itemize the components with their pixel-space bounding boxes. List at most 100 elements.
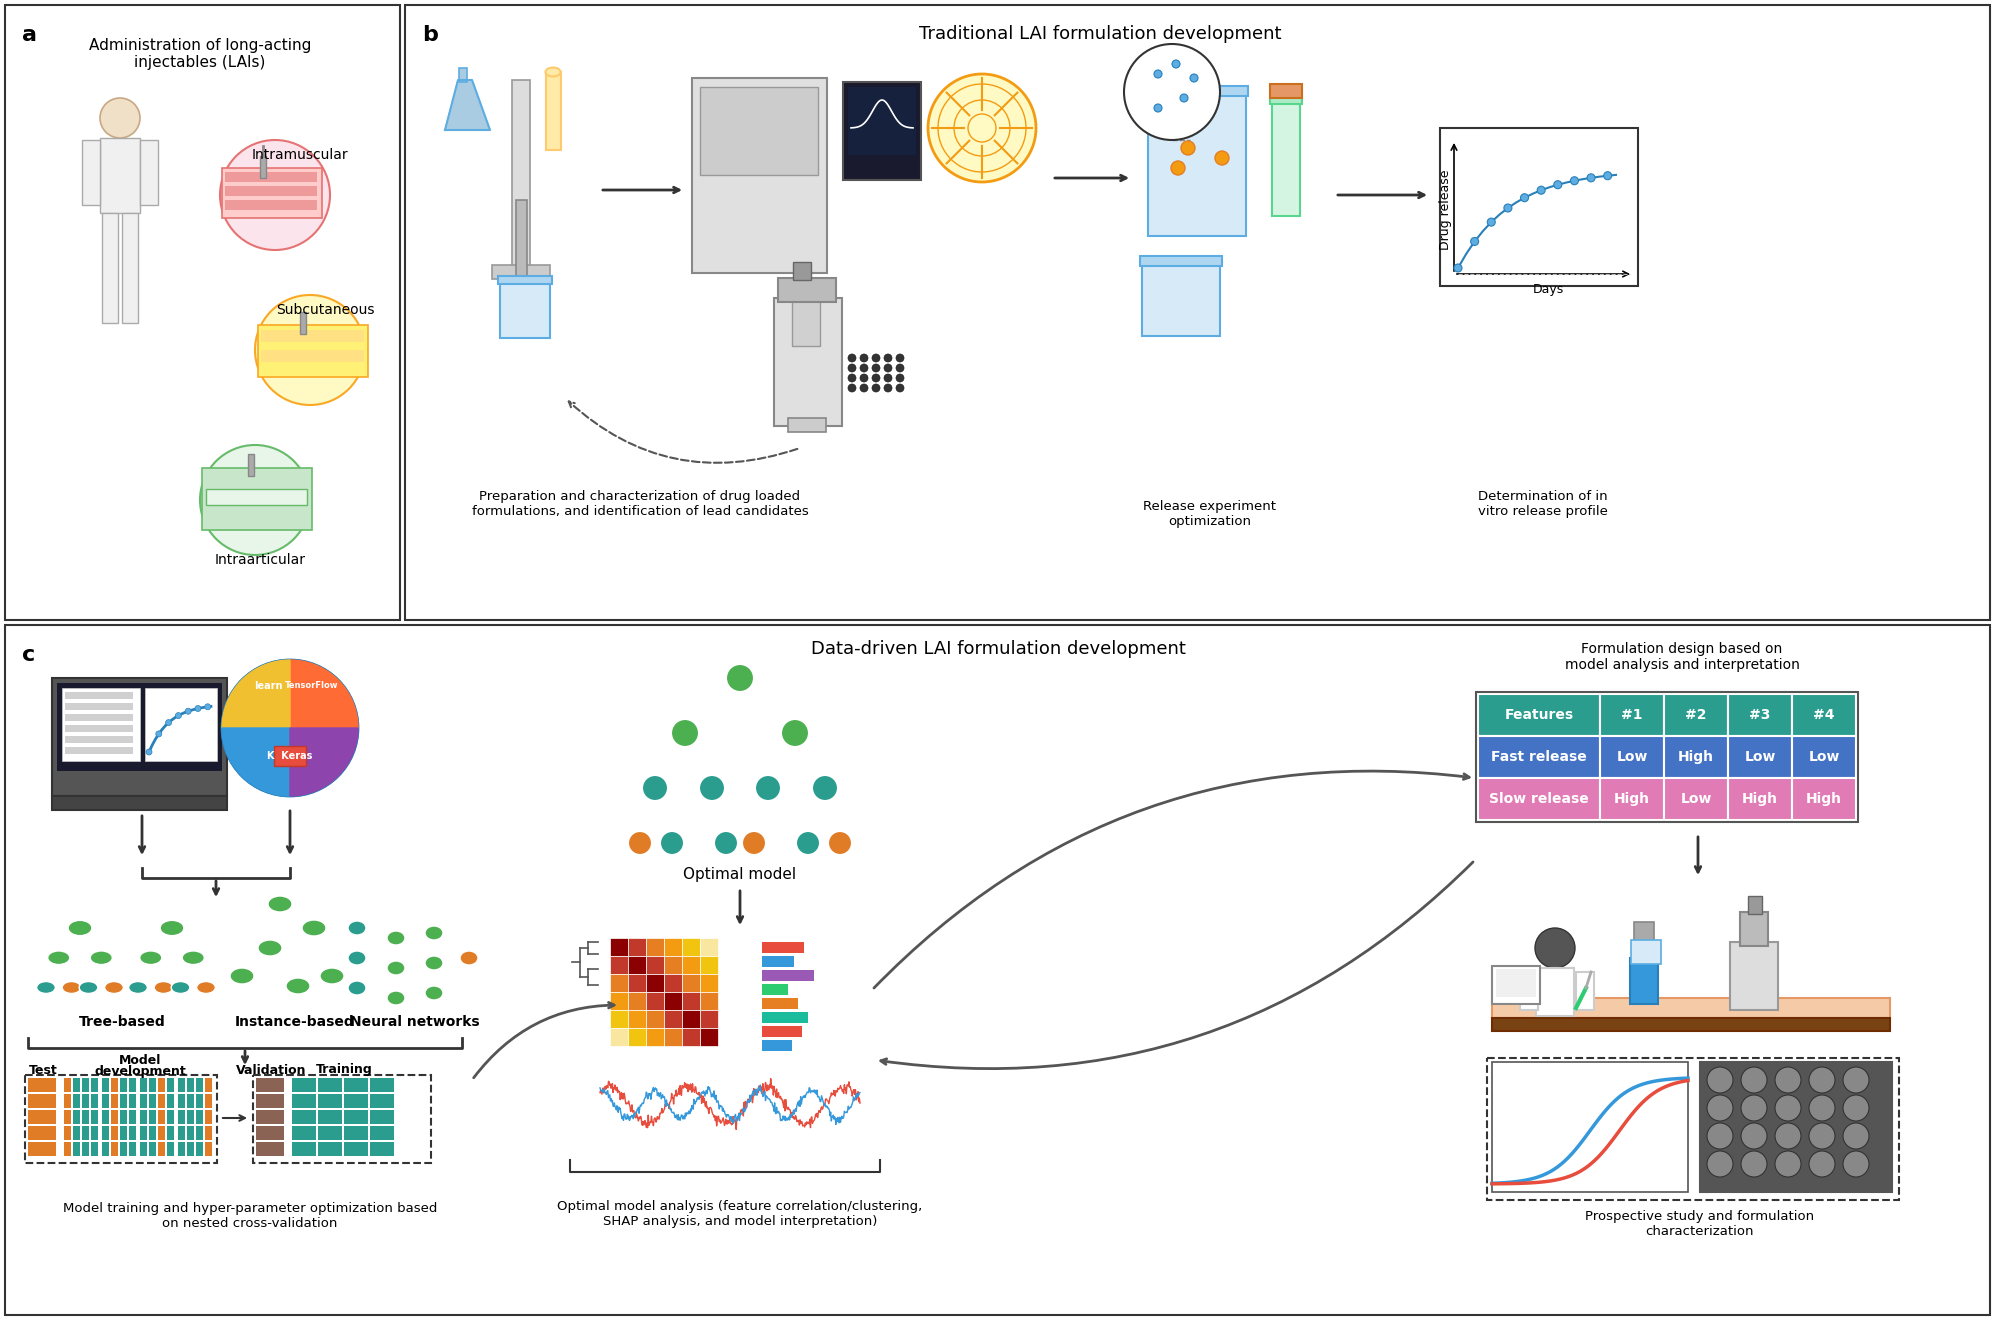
Text: K  Keras: K Keras [267, 751, 313, 762]
Circle shape [1808, 1123, 1834, 1148]
Bar [647, 939, 665, 956]
Ellipse shape [387, 961, 405, 975]
Bar [188, 1094, 194, 1107]
Bar [1140, 256, 1222, 267]
Circle shape [1842, 1067, 1868, 1093]
Polygon shape [222, 729, 289, 796]
Bar [178, 1094, 186, 1107]
Bar [762, 983, 788, 995]
Bar [158, 1094, 166, 1107]
Bar [140, 1126, 148, 1140]
Bar [1792, 737, 1856, 777]
Bar [64, 1078, 72, 1092]
Bar [317, 1110, 341, 1125]
Text: High: High [1806, 792, 1842, 807]
Bar [140, 1078, 148, 1092]
Bar [178, 1142, 186, 1156]
Bar [112, 1094, 118, 1107]
Circle shape [671, 719, 699, 747]
Bar [226, 201, 317, 210]
Circle shape [727, 664, 754, 692]
Bar [1665, 737, 1729, 777]
Circle shape [643, 775, 669, 801]
Bar [196, 1126, 204, 1140]
Bar [647, 1028, 665, 1045]
Bar [158, 1078, 166, 1092]
Bar [317, 1126, 341, 1140]
Circle shape [896, 354, 904, 362]
Bar [683, 1010, 701, 1028]
Bar [701, 939, 719, 956]
Circle shape [848, 364, 856, 372]
Bar [64, 1094, 72, 1107]
Ellipse shape [140, 950, 162, 965]
Bar [665, 993, 683, 1010]
Bar [206, 488, 307, 506]
Bar [74, 1126, 80, 1140]
Circle shape [629, 832, 653, 855]
Circle shape [1571, 177, 1579, 185]
Bar [52, 796, 228, 810]
Bar [150, 1126, 156, 1140]
Bar [647, 974, 665, 993]
Text: Fast release: Fast release [1491, 750, 1587, 764]
Ellipse shape [230, 968, 253, 983]
Bar [611, 956, 629, 974]
Bar [120, 1142, 128, 1156]
Bar [701, 87, 818, 176]
Circle shape [743, 832, 766, 855]
Text: Administration of long-acting
injectables (LAIs): Administration of long-acting injectable… [88, 38, 311, 70]
Circle shape [699, 775, 725, 801]
Ellipse shape [347, 921, 365, 935]
Circle shape [1180, 94, 1188, 102]
Bar [188, 1126, 194, 1140]
Bar [683, 974, 701, 993]
Text: Validation: Validation [236, 1064, 305, 1077]
Bar [1601, 777, 1665, 820]
Circle shape [186, 709, 192, 714]
Bar [112, 1110, 118, 1125]
Bar [1729, 694, 1792, 737]
Bar [28, 1126, 56, 1140]
Bar [66, 714, 134, 721]
Bar [291, 1142, 315, 1156]
Circle shape [176, 713, 182, 718]
Circle shape [100, 98, 140, 139]
Bar [647, 993, 665, 1010]
Circle shape [1124, 44, 1220, 140]
Bar [130, 1126, 136, 1140]
Text: Low: Low [1617, 750, 1647, 764]
Bar [188, 1110, 194, 1125]
Bar [1741, 912, 1768, 946]
Circle shape [255, 294, 365, 405]
Circle shape [1774, 1096, 1800, 1121]
Bar [1729, 777, 1792, 820]
Bar [291, 1126, 315, 1140]
Bar [1271, 98, 1299, 216]
Circle shape [1741, 1151, 1766, 1177]
Bar [92, 1126, 98, 1140]
Circle shape [1521, 194, 1529, 202]
Circle shape [896, 374, 904, 381]
Circle shape [1587, 174, 1595, 182]
Ellipse shape [198, 982, 216, 994]
Bar [701, 956, 719, 974]
Text: Drug release: Drug release [1439, 170, 1453, 251]
Bar [196, 1142, 204, 1156]
Bar [150, 1094, 156, 1107]
Text: a: a [22, 25, 38, 45]
Circle shape [1535, 928, 1575, 968]
Bar [120, 1126, 128, 1140]
Bar [701, 1028, 719, 1045]
Ellipse shape [267, 896, 291, 912]
Bar [1748, 896, 1762, 913]
Bar [1792, 777, 1856, 820]
Ellipse shape [182, 950, 204, 965]
Text: development: development [94, 1065, 186, 1078]
Text: Slow release: Slow release [1489, 792, 1589, 807]
Bar [611, 1028, 629, 1045]
Bar [52, 678, 228, 796]
Bar [665, 939, 683, 956]
Bar [762, 1040, 792, 1051]
Bar [82, 140, 100, 205]
